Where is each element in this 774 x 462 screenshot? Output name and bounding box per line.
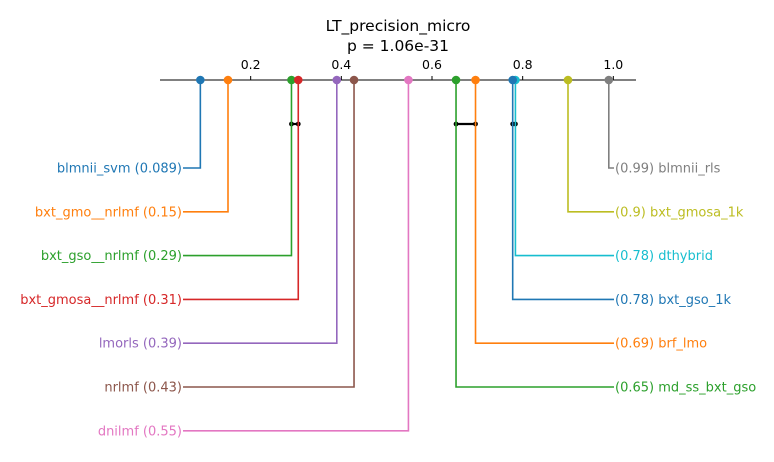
method-left-5: nrlmf (0.43) [104,75,359,396]
method-label: (0.99) blmnii_rls [615,162,721,177]
method-marker [471,75,480,85]
method-marker [293,75,303,85]
method-connector [183,80,229,213]
method-marker [196,75,205,85]
method-connector [511,80,614,301]
method-label: (0.69) brf_lmo [615,337,707,352]
method-label: lmorls (0.39) [99,337,182,352]
method-left-1: bxt_gmo__nrlmf (0.15) [35,75,233,220]
method-label: bxt_gmo__nrlmf (0.15) [35,205,182,220]
method-left-6: dnilmf (0.55) [98,75,413,439]
chart-title: LT_precision_micro [326,17,471,36]
method-connector [183,80,355,388]
method-marker [604,75,614,85]
method-connector [474,80,614,345]
tick-label: 0.8 [513,57,533,72]
clique-bar-2 [510,121,518,127]
method-label: bxt_gmosa__nrlmf (0.31) [20,293,182,308]
method-marker [349,75,359,85]
method-left-2: bxt_gso__nrlmf (0.29) [41,75,296,264]
method-connector [607,80,614,169]
method-label: nrlmf (0.43) [104,381,182,396]
tick-label: 0.4 [331,57,351,72]
method-left-4: lmorls (0.39) [99,75,342,352]
method-label: (0.65) md_ss_bxt_gso [615,381,756,396]
tick-label: 0.6 [422,57,442,72]
method-marker [451,75,461,85]
method-connector [567,80,614,213]
tick-label: 0.2 [241,57,261,72]
method-right-4: (0.69) brf_lmo [471,75,707,352]
clique-bar-1 [453,121,478,127]
chart-subtitle: p = 1.06e-31 [347,37,449,55]
clique-bars [289,121,518,127]
method-series: blmnii_svm (0.089) bxt_gmo__nrlmf (0.15) b… [20,75,756,439]
method-label: dnilmf (0.55) [98,424,182,439]
method-connector [183,80,338,345]
method-right-5: (0.65) md_ss_bxt_gso [451,75,756,396]
method-marker [287,75,296,85]
method-right-3: (0.78) bxt_gso_1k [508,75,732,308]
method-right-0: (0.99) blmnii_rls [604,75,721,177]
x-axis: 0.2 0.4 0.6 0.8 1.0 [160,57,636,81]
method-label: blmnii_svm (0.089) [57,162,182,177]
method-left-0: blmnii_svm (0.089) [57,75,205,177]
method-marker [563,75,573,85]
method-right-1: (0.9) bxt_gmosa_1k [563,75,744,220]
method-connector [183,80,202,169]
method-label: bxt_gso__nrlmf (0.29) [41,249,182,264]
method-left-3: bxt_gmosa__nrlmf (0.31) [20,75,303,308]
method-marker [223,75,233,85]
method-label: (0.78) bxt_gso_1k [615,293,732,308]
method-marker [508,75,517,85]
method-marker [404,75,413,85]
method-label: (0.9) bxt_gmosa_1k [615,205,744,220]
method-connector [514,80,614,257]
method-connector [455,80,614,388]
method-label: (0.78) dthybrid [615,249,713,264]
method-connector [183,80,293,257]
method-connector [183,80,300,301]
tick-label: 1.0 [603,57,623,72]
method-marker [332,75,342,85]
method-connector [183,80,410,432]
